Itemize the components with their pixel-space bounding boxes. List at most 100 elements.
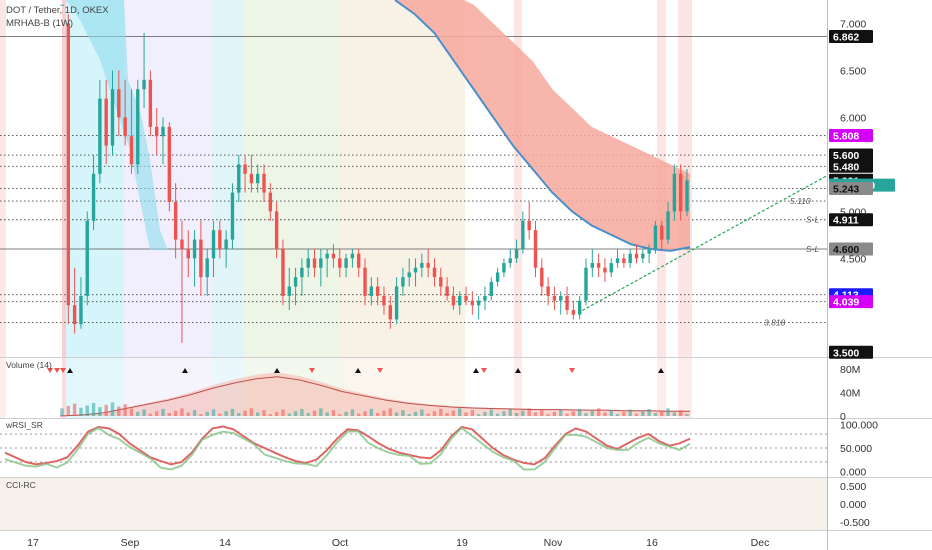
volume-bar: [407, 414, 411, 416]
wrsi-pane-label: wRSI_SR: [5, 420, 43, 430]
candle-body: [660, 225, 664, 240]
volume-bar: [590, 410, 595, 416]
volume-bar: [464, 412, 468, 416]
volume-bar: [66, 405, 71, 416]
wrsi-pane: 100.000 50.000 0.000 0.500 0.000 -0.500: [0, 420, 878, 529]
volume-bar: [325, 412, 329, 416]
candle-body: [300, 267, 304, 278]
volume-bar: [432, 411, 437, 416]
candle-body: [495, 272, 500, 282]
volume-bar: [205, 411, 209, 416]
time-tick-label: 14: [219, 537, 231, 549]
price-levels: [0, 35, 827, 323]
candle-body: [85, 220, 89, 296]
time-axis[interactable]: 17 Sep 14 Oct 19 Nov 16 Dec: [27, 537, 769, 549]
price-label-box: [829, 128, 873, 142]
volume-bar: [300, 408, 304, 416]
volume-bar: [281, 409, 285, 416]
volume-bar: [653, 413, 658, 416]
candle-body: [458, 295, 462, 306]
candle-series: [60, 4, 689, 343]
volume-bar: [199, 414, 203, 416]
signal-down-marker: [309, 368, 315, 373]
volume-bar: [514, 413, 519, 416]
candle-body: [369, 286, 374, 296]
signal-down-marker: [569, 368, 575, 373]
volume-bar: [622, 411, 626, 416]
volume-bar: [596, 408, 601, 416]
candle-body: [382, 295, 386, 306]
candle-body: [584, 267, 588, 301]
volume-bar: [237, 413, 241, 416]
price-label-text: 3.500: [833, 347, 859, 359]
candle-body: [426, 263, 430, 268]
cci-pane-background: [0, 478, 827, 530]
cloud-baseline: [394, 0, 691, 252]
session-band: [62, 358, 66, 418]
volume-bar: [476, 414, 481, 416]
volume-bar: [293, 411, 298, 416]
candle-body: [451, 295, 456, 306]
candle-body: [464, 295, 468, 301]
volume-bar: [249, 408, 254, 416]
candle-body: [293, 277, 298, 287]
volume-bar: [98, 407, 102, 416]
candle-body: [312, 258, 317, 268]
volume-bar: [445, 413, 449, 416]
price-label-box: [829, 213, 873, 227]
candle-body: [470, 300, 475, 306]
volume-bar: [552, 411, 557, 416]
candle-body: [237, 164, 241, 193]
candle-body: [527, 220, 531, 231]
volume-bar: [350, 409, 355, 416]
volume-pane-label: Volume (14): [6, 360, 52, 370]
volume-bar: [685, 414, 689, 416]
level-annotation: S-L: [806, 244, 820, 254]
time-tick-label: Sep: [121, 537, 140, 549]
candle-body: [173, 201, 178, 240]
price-label-box: [829, 148, 873, 162]
candle-body: [647, 248, 651, 254]
session-band: [678, 358, 692, 418]
cci-pane-label: CCI-RC: [6, 480, 36, 490]
candle-body: [60, 4, 64, 6]
volume-bar: [319, 408, 323, 416]
signal-down-marker: [54, 368, 60, 373]
volume-bar: [483, 411, 487, 416]
volume-bar: [609, 410, 613, 416]
volume-bar: [167, 413, 172, 416]
candle-body: [394, 286, 399, 320]
volume-bar: [628, 409, 632, 416]
price-label-text: 5.480: [833, 161, 859, 173]
volume-bar: [224, 411, 228, 416]
candle-body: [319, 258, 323, 268]
signal-down-marker: [481, 368, 487, 373]
candle-body: [666, 211, 670, 240]
candle-body: [262, 173, 266, 193]
volume-bar: [394, 412, 399, 416]
candle-body: [161, 126, 165, 137]
candle-body: [274, 211, 279, 249]
candle-body: [154, 126, 159, 137]
candle-body: [230, 192, 235, 240]
volume-bar: [79, 407, 83, 416]
volume-bar: [546, 414, 550, 416]
candle-body: [338, 258, 342, 268]
candle-body: [476, 300, 481, 306]
price-label-box: [829, 29, 873, 43]
price-tick-label: 4.500: [840, 253, 866, 265]
candle-body: [420, 263, 424, 268]
candle-body: [224, 239, 228, 249]
candle-body: [641, 253, 645, 259]
candle-body: [559, 295, 563, 301]
volume-bar: [161, 408, 165, 416]
candle-body: [192, 239, 197, 259]
level-annotation: 3.818: [764, 317, 786, 327]
volume-bar: [502, 411, 506, 416]
candle-body: [218, 230, 222, 249]
support-trendline: [577, 175, 828, 314]
candle-body: [628, 253, 632, 264]
signal-up-marker: [515, 368, 521, 373]
mrhab-cloud: [66, 0, 691, 252]
